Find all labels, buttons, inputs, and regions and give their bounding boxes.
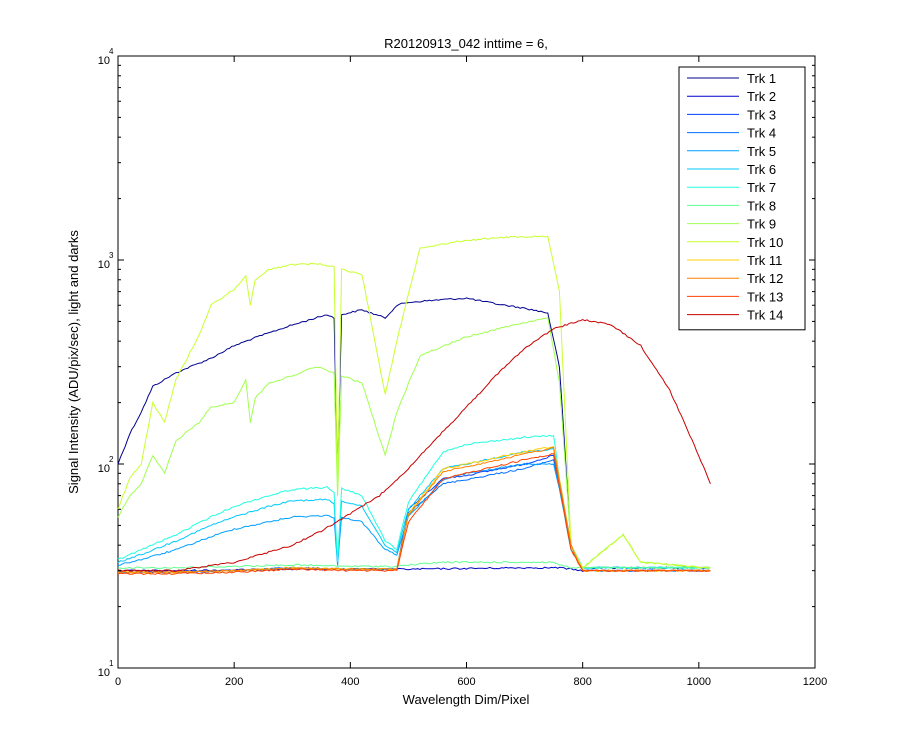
legend-label: Trk 6 [747, 162, 776, 177]
x-tick-label: 800 [573, 676, 591, 688]
chart-title: R20120913_042 inttime = 6, [384, 36, 548, 51]
legend-label: Trk 10 [747, 235, 783, 250]
y-tick-label: 10 [98, 55, 110, 67]
series-line-8 [117, 560, 711, 570]
legend-label: Trk 13 [747, 289, 783, 304]
series-layer [117, 235, 711, 576]
legend-label: Trk 2 [747, 89, 776, 104]
y-tick-label: 10 [98, 667, 110, 679]
legend-label: Trk 14 [747, 308, 783, 323]
x-tick-label: 1200 [803, 676, 827, 688]
series-line-13 [117, 453, 711, 576]
x-tick-label: 1000 [687, 676, 711, 688]
legend-label: Trk 3 [747, 107, 776, 122]
series-line-14 [117, 319, 711, 572]
y-tick-exponent: 2 [109, 455, 114, 464]
legend-label: Trk 1 [747, 71, 776, 86]
y-tick-label: 10 [98, 463, 110, 475]
legend-label: Trk 8 [747, 198, 776, 213]
legend: Trk 1 Trk 2 Trk 3 Trk 4 Trk 5 Trk 6 Trk 7 Trk 8… [678, 66, 806, 331]
series-line-10 [117, 235, 711, 569]
x-tick-label: 400 [341, 676, 359, 688]
x-tick-label: 0 [115, 676, 121, 688]
y-tick-exponent: 4 [109, 47, 114, 56]
legend-label: Trk 4 [747, 126, 776, 141]
x-tick-label: 600 [457, 676, 475, 688]
x-axis-label: Wavelength Dim/Pixel [403, 692, 530, 707]
legend-label: Trk 9 [747, 217, 776, 232]
legend-box [678, 66, 806, 331]
legend-label: Trk 11 [747, 253, 782, 268]
legend-label: Trk 5 [747, 144, 776, 159]
legend-label: Trk 12 [747, 271, 783, 286]
y-axis-label: Signal Intensity (ADU/pix/sec), light an… [66, 230, 81, 494]
legend-label: Trk 7 [747, 180, 776, 195]
y-tick-exponent: 1 [109, 659, 114, 668]
y-tick-label: 10 [98, 259, 110, 271]
y-tick-exponent: 3 [109, 251, 114, 260]
x-tick-label: 200 [225, 676, 243, 688]
